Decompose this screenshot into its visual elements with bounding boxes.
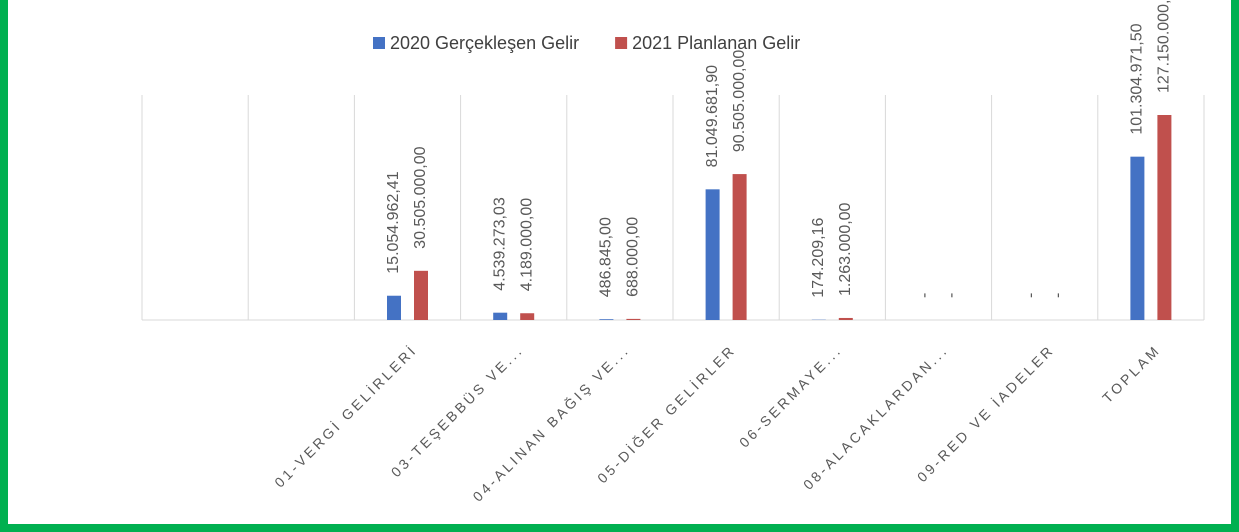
bar — [493, 312, 508, 320]
bar — [599, 319, 614, 320]
bar — [414, 270, 428, 320]
data-label: 174.209,16 — [810, 218, 827, 298]
data-label: 15.054.962,41 — [385, 171, 402, 273]
bar — [520, 313, 535, 320]
data-label: 688.000,00 — [625, 217, 642, 297]
legend-label: 2021 Planlanan Gelir — [632, 33, 800, 53]
legend-swatch — [615, 37, 628, 49]
data-label: 4.189.000,00 — [518, 198, 535, 292]
bar — [732, 174, 747, 320]
data-label: 127.150.000,00 — [1156, 0, 1173, 93]
data-label: 486.845,00 — [598, 217, 615, 297]
data-label: - — [943, 293, 960, 298]
legend-label: 2020 Gerçekleşen Gelir — [390, 33, 579, 53]
legend-swatch — [373, 37, 385, 49]
data-label: 81.049.681,90 — [704, 65, 721, 167]
bar — [387, 295, 401, 320]
bar — [705, 189, 720, 320]
data-label: 90.505.000,00 — [731, 50, 748, 152]
chart-background — [8, 0, 1231, 524]
bar — [1157, 115, 1172, 320]
bar — [626, 318, 641, 320]
data-label: 4.539.273,03 — [491, 197, 508, 291]
data-label: 1.263.000,00 — [837, 202, 854, 296]
data-label: - — [1049, 293, 1066, 298]
bar — [838, 317, 853, 320]
bar — [1130, 156, 1145, 320]
data-label: - — [916, 293, 933, 298]
data-label: - — [1022, 293, 1039, 298]
data-label: 30.505.000,00 — [412, 146, 429, 248]
data-label: 101.304.971,50 — [1129, 23, 1146, 134]
